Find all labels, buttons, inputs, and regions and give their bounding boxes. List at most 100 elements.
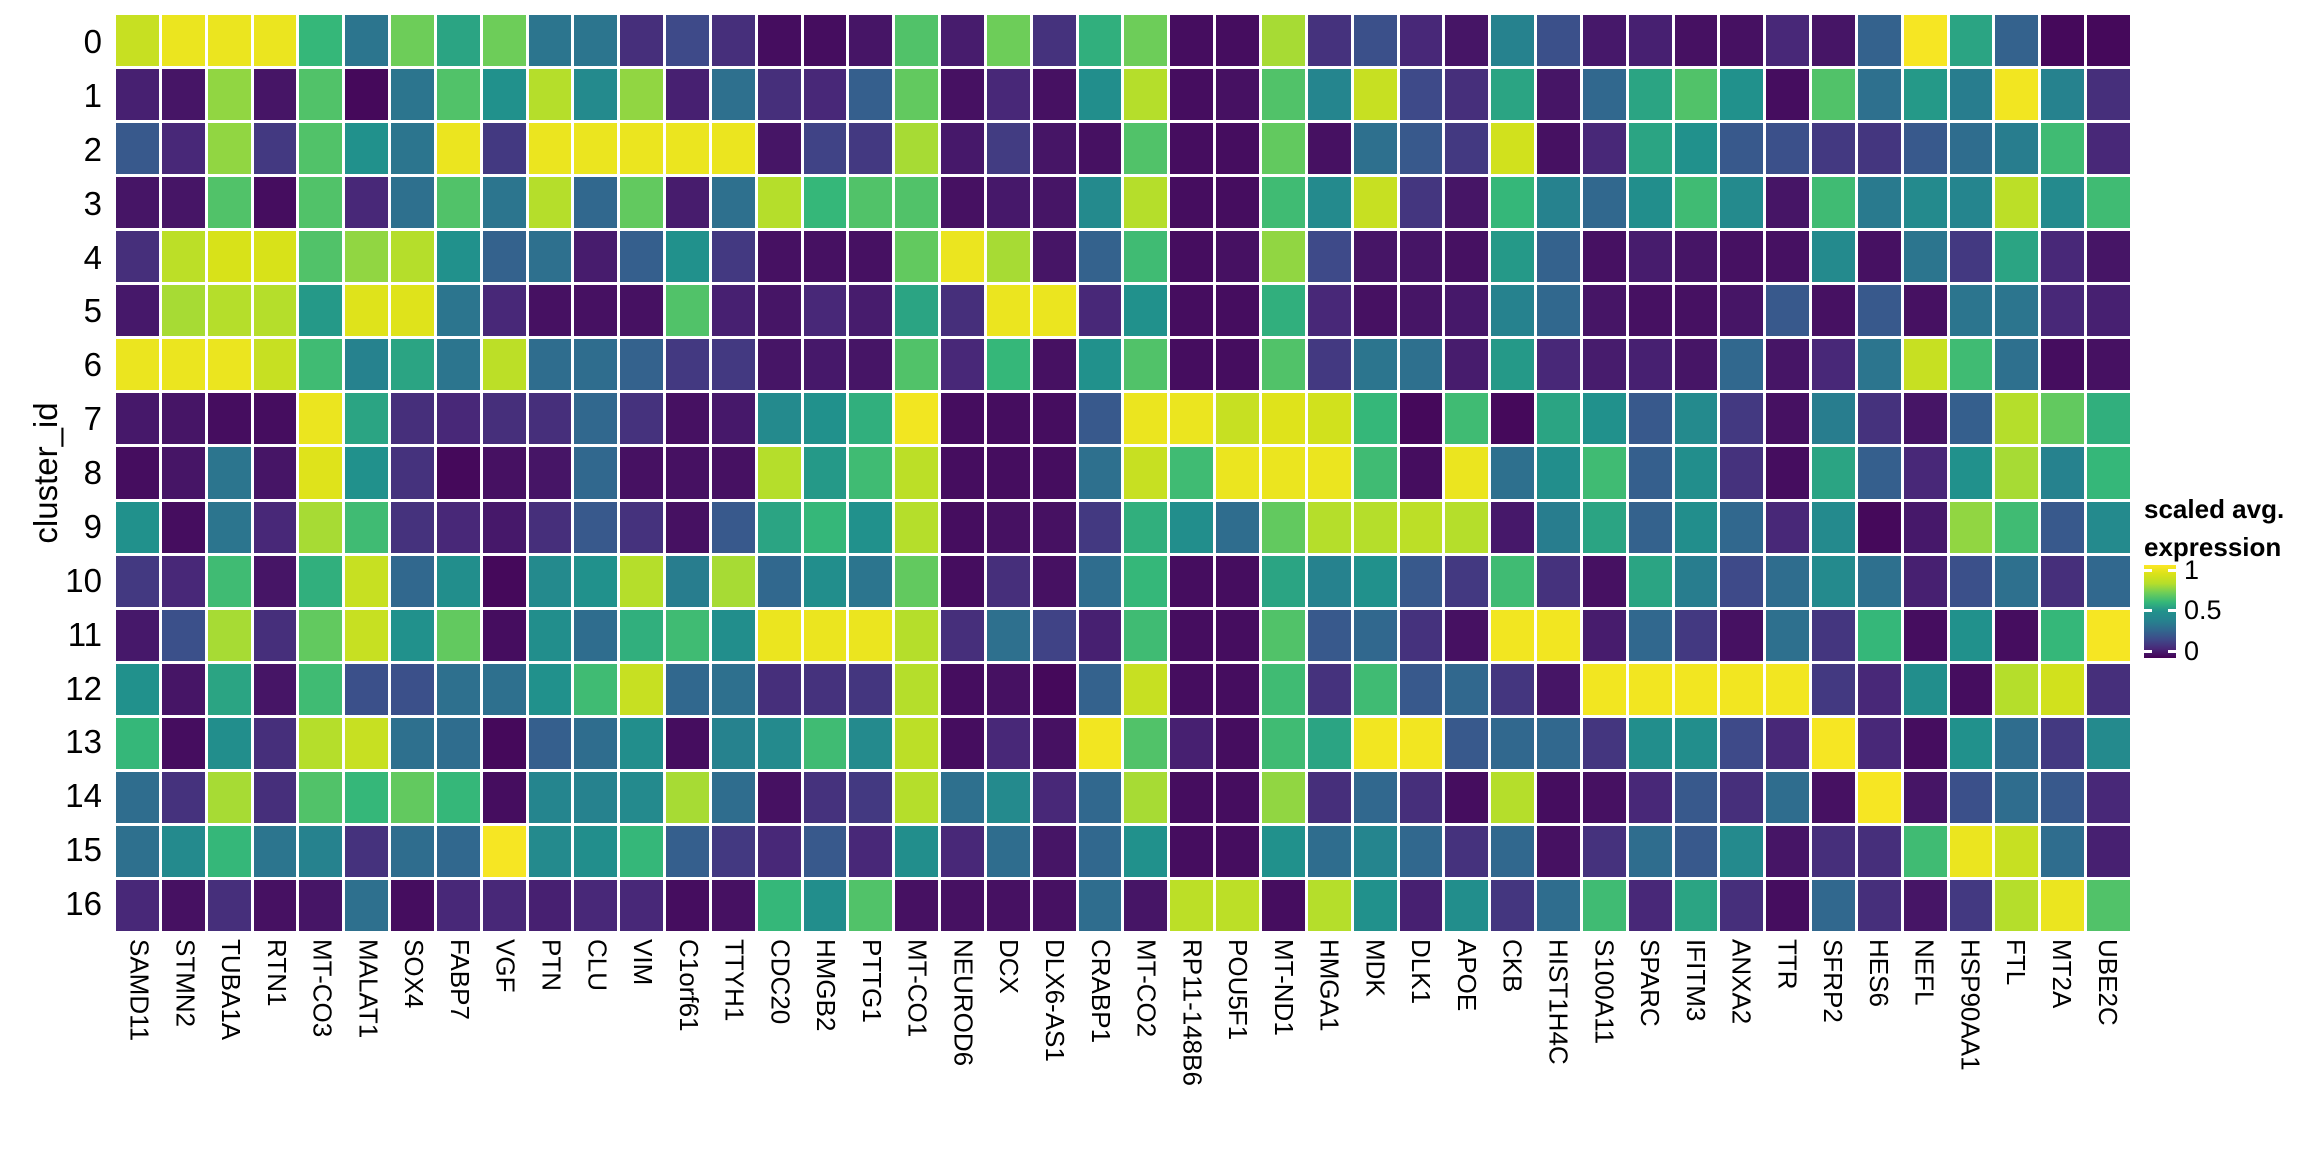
heatmap-cell bbox=[1857, 717, 1901, 769]
heatmap-cell bbox=[574, 771, 618, 823]
heatmap-cell bbox=[666, 555, 709, 607]
heatmap-cell bbox=[1903, 825, 1947, 877]
heatmap-cell bbox=[253, 447, 297, 499]
heatmap-cell bbox=[620, 555, 664, 607]
heatmap-cell bbox=[1628, 663, 1672, 715]
heatmap-cell bbox=[666, 69, 709, 121]
heatmap-cell bbox=[2041, 501, 2085, 553]
heatmap-cell bbox=[528, 555, 572, 607]
heatmap-cell bbox=[1170, 663, 1214, 715]
heatmap-cell bbox=[1812, 285, 1855, 337]
heatmap-cell bbox=[1537, 393, 1580, 445]
heatmap-cell bbox=[1445, 339, 1489, 391]
heatmap-cell bbox=[1766, 825, 1810, 877]
heatmap-cell bbox=[1903, 501, 1947, 553]
heatmap-cell bbox=[482, 879, 526, 931]
legend-tick-mark bbox=[2144, 568, 2152, 572]
heatmap-cell bbox=[1995, 69, 2039, 121]
heatmap-cell bbox=[1537, 825, 1580, 877]
heatmap-cell bbox=[1445, 825, 1489, 877]
heatmap-cell bbox=[1582, 447, 1626, 499]
heatmap-cell bbox=[1628, 393, 1672, 445]
heatmap-cell bbox=[299, 447, 343, 499]
y-tick-label: 0 bbox=[83, 23, 102, 60]
heatmap-cell bbox=[391, 177, 434, 229]
heatmap-cell bbox=[1491, 555, 1535, 607]
heatmap-cell bbox=[1124, 879, 1168, 931]
heatmap-cell bbox=[620, 339, 664, 391]
heatmap-cell bbox=[1078, 69, 1122, 121]
heatmap-cell bbox=[2041, 285, 2085, 337]
heatmap-cell bbox=[2087, 231, 2130, 283]
heatmap-cell bbox=[620, 825, 664, 877]
heatmap-cell bbox=[941, 447, 984, 499]
heatmap-cell bbox=[1857, 231, 1901, 283]
heatmap-cell bbox=[1399, 825, 1443, 877]
heatmap-cell bbox=[986, 15, 1030, 67]
heatmap-cell bbox=[161, 15, 205, 67]
heatmap-cell bbox=[1307, 339, 1351, 391]
heatmap-cell bbox=[1857, 339, 1901, 391]
heatmap-cell bbox=[1720, 15, 1764, 67]
heatmap-cell bbox=[482, 15, 526, 67]
heatmap-cell bbox=[253, 339, 297, 391]
heatmap-cell bbox=[1949, 879, 1993, 931]
heatmap-cell bbox=[1766, 15, 1810, 67]
heatmap-cell bbox=[2041, 879, 2085, 931]
heatmap-cell bbox=[2041, 771, 2085, 823]
heatmap-cell bbox=[1491, 69, 1535, 121]
heatmap-cell bbox=[482, 393, 526, 445]
heatmap-cell bbox=[1720, 231, 1764, 283]
heatmap-cell bbox=[1537, 285, 1580, 337]
heatmap-cell bbox=[1582, 609, 1626, 661]
legend-tick-label-0: 0 bbox=[2184, 636, 2200, 666]
heatmap-cell bbox=[1903, 69, 1947, 121]
heatmap-cell bbox=[391, 771, 434, 823]
heatmap-cell bbox=[345, 609, 389, 661]
x-tick-label: HIST1H4C bbox=[1543, 939, 1574, 1065]
heatmap-cell bbox=[1674, 609, 1718, 661]
heatmap-cell bbox=[1812, 393, 1855, 445]
heatmap-cell bbox=[391, 825, 434, 877]
heatmap-cell bbox=[1720, 717, 1764, 769]
heatmap-cell bbox=[666, 879, 709, 931]
heatmap-cell bbox=[1124, 447, 1168, 499]
heatmap-cell bbox=[895, 879, 939, 931]
heatmap-cell bbox=[299, 555, 343, 607]
heatmap-cell bbox=[2087, 717, 2130, 769]
heatmap-cell bbox=[1857, 501, 1901, 553]
heatmap-cell bbox=[482, 501, 526, 553]
heatmap-cell bbox=[1445, 393, 1489, 445]
heatmap-cell bbox=[345, 717, 389, 769]
heatmap-cell bbox=[345, 555, 389, 607]
heatmap-cell bbox=[1903, 15, 1947, 67]
heatmap-cell bbox=[345, 771, 389, 823]
heatmap-cell bbox=[1812, 879, 1855, 931]
heatmap-cell bbox=[1399, 231, 1443, 283]
heatmap-cell bbox=[666, 501, 709, 553]
x-tick-label: SPARC bbox=[1635, 939, 1666, 1027]
heatmap-cell bbox=[1399, 501, 1443, 553]
heatmap-cell bbox=[666, 177, 709, 229]
heatmap-cell bbox=[711, 825, 755, 877]
heatmap-cell bbox=[1032, 285, 1076, 337]
heatmap-cell bbox=[574, 285, 618, 337]
heatmap-cell bbox=[1628, 15, 1672, 67]
heatmap-cell bbox=[1307, 717, 1351, 769]
heatmap-cell bbox=[1078, 609, 1122, 661]
heatmap-cell bbox=[436, 555, 480, 607]
heatmap-cell bbox=[666, 123, 709, 175]
heatmap-cell bbox=[1262, 123, 1305, 175]
x-tick-label: MT-CO3 bbox=[307, 939, 338, 1038]
heatmap-cell bbox=[207, 231, 251, 283]
heatmap-cell bbox=[116, 15, 159, 67]
y-tick-label: 8 bbox=[83, 454, 102, 492]
heatmap-cell bbox=[207, 447, 251, 499]
legend-title-line2: expression bbox=[2144, 532, 2282, 562]
x-tick-label: NEUROD6 bbox=[948, 939, 979, 1067]
heatmap-cell bbox=[1582, 231, 1626, 283]
heatmap-cell bbox=[2087, 339, 2130, 391]
heatmap-cell bbox=[253, 609, 297, 661]
heatmap-cell bbox=[1216, 339, 1260, 391]
heatmap-cell bbox=[1766, 609, 1810, 661]
